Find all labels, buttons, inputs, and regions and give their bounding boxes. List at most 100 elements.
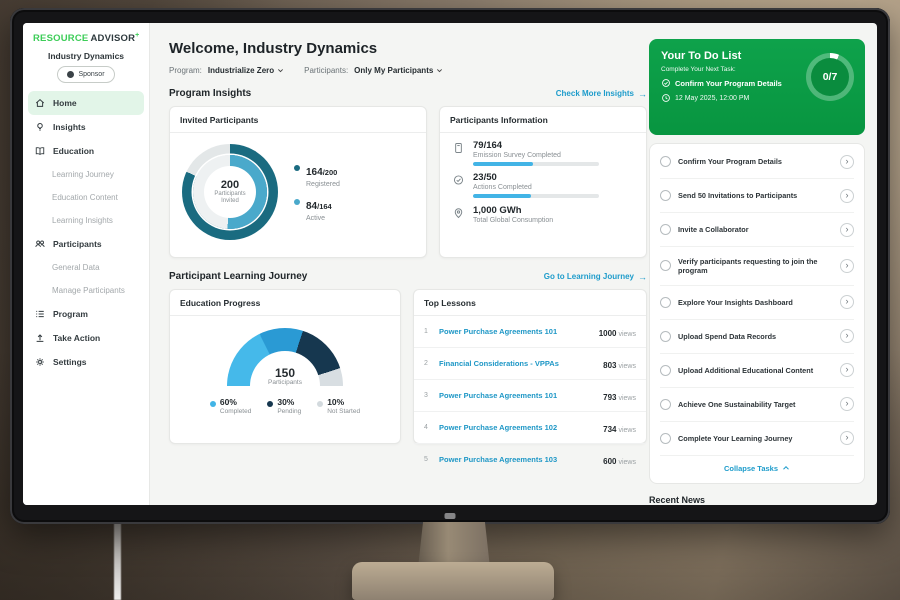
sponsor-badge[interactable]: Sponsor (57, 66, 115, 84)
actions-progress-fill (473, 194, 531, 198)
sidebar-item-label: Participants (53, 239, 102, 250)
invited-participants-title: Invited Participants (170, 107, 426, 133)
program-filter-value: Industrialize Zero (207, 66, 275, 75)
sidebar-item-home[interactable]: Home (28, 91, 144, 116)
recent-news-title: Recent News (649, 494, 706, 505)
sidebar-item-insights[interactable]: Insights (28, 115, 144, 139)
lesson-link[interactable]: Power Purchase Agreements 103 (439, 455, 558, 464)
task-checkbox[interactable] (660, 190, 671, 201)
task-checkbox[interactable] (660, 398, 671, 410)
lesson-row-2[interactable]: 2 Financial Considerations - VPPAs 803 vi… (414, 348, 646, 380)
task-item-send-invitations[interactable]: Send 50 Invitations to Participants › (660, 179, 854, 213)
lesson-link[interactable]: Power Purchase Agreements 102 (439, 423, 558, 432)
lesson-views-count: 803 (603, 360, 617, 370)
task-item-upload-educational-content[interactable]: Upload Additional Educational Content › (660, 354, 854, 388)
program-filter-select[interactable]: Industrialize Zero (208, 66, 284, 75)
go-to-learning-journey-link[interactable]: Go to Learning Journey → (544, 272, 647, 282)
not-started-label: Not Started (327, 408, 361, 415)
lesson-row-3[interactable]: 3 Power Purchase Agreements 101 793 views (414, 380, 646, 412)
actions-label: Actions Completed (473, 184, 532, 191)
chevron-down-icon (278, 69, 284, 73)
completed-label: Completed (219, 408, 252, 415)
sidebar-item-education-content[interactable]: Education Content (28, 186, 144, 209)
sidebar-item-participants[interactable]: Participants (28, 232, 144, 256)
education-progress-card: Education Progress 150 Participants 6 (169, 289, 401, 444)
gear-icon (34, 356, 46, 368)
task-checkbox[interactable] (660, 260, 671, 272)
task-label: Upload Additional Educational Content (678, 365, 814, 375)
info-row-consumption: 1,000 GWh Total Global Consumption (440, 198, 646, 227)
task-item-invite-collaborator[interactable]: Invite a Collaborator › (660, 213, 854, 247)
sidebar-item-learning-insights[interactable]: Learning Insights (28, 209, 144, 232)
survey-icon (452, 141, 465, 155)
lesson-link[interactable]: Financial Considerations - VPPAs (439, 359, 559, 368)
sidebar-item-program[interactable]: Program (28, 302, 144, 326)
task-checkbox[interactable] (660, 330, 671, 342)
chevron-right-icon[interactable]: › (840, 188, 854, 203)
chevron-right-icon[interactable]: › (840, 431, 854, 446)
education-progress-title: Education Progress (170, 290, 400, 316)
task-item-verify-participants[interactable]: Verify participants requesting to join t… (660, 247, 854, 286)
task-checkbox[interactable] (660, 364, 671, 376)
task-label: Upload Spend Data Records (678, 331, 777, 341)
todo-progress-value: 0/7 (822, 71, 838, 83)
chevron-right-icon[interactable]: › (840, 222, 854, 237)
people-icon (34, 238, 46, 250)
logo-resource: RESOURCE (33, 33, 89, 45)
todo-next-task[interactable]: Confirm Your Program Details (661, 78, 797, 88)
active-label: Active (306, 215, 326, 222)
filter-bar: Program: Industrialize Zero Participants… (169, 66, 647, 75)
sidebar-item-learning-journey[interactable]: Learning Journey (28, 163, 144, 186)
top-lessons-title: Top Lessons (414, 290, 646, 316)
chevron-right-icon[interactable]: › (840, 258, 854, 273)
todo-progress-ring: 0/7 (806, 53, 854, 101)
collapse-tasks-button[interactable]: Collapse Tasks (660, 456, 854, 482)
task-checkbox[interactable] (660, 432, 671, 444)
donut-legend: 164/200 Registered 84/164 Active (294, 154, 340, 230)
todo-subtitle: Complete Your Next Task: (661, 66, 736, 73)
sponsor-icon (67, 71, 75, 79)
todo-due-label: 12 May 2025, 12:00 PM (675, 94, 750, 102)
sidebar-item-label: Program (53, 309, 88, 320)
chevron-right-icon[interactable]: › (840, 295, 854, 310)
org-name: Industry Dynamics (47, 51, 125, 62)
app-logo: RESOURCE ADVISOR+ (23, 32, 149, 44)
chevron-right-icon[interactable]: › (840, 154, 854, 169)
sidebar-item-settings[interactable]: Settings (28, 350, 144, 374)
sidebar-item-general-data[interactable]: General Data (28, 256, 144, 279)
task-label: Achieve One Sustainability Target (678, 399, 796, 409)
lesson-row-1[interactable]: 1 Power Purchase Agreements 101 1000 view… (414, 316, 646, 348)
task-item-achieve-target[interactable]: Achieve One Sustainability Target › (660, 388, 854, 422)
lesson-link[interactable]: Power Purchase Agreements 101 (439, 391, 558, 400)
check-more-insights-link[interactable]: Check More Insights → (556, 89, 647, 99)
task-item-confirm-program[interactable]: Confirm Your Program Details › (660, 145, 854, 179)
lesson-link[interactable]: Power Purchase Agreements 101 (439, 327, 558, 336)
sidebar-item-label: Settings (53, 357, 87, 368)
sidebar-item-manage-participants[interactable]: Manage Participants (28, 279, 144, 302)
chevron-right-icon[interactable]: › (840, 363, 854, 378)
task-item-explore-insights[interactable]: Explore Your Insights Dashboard › (660, 286, 854, 320)
chevron-right-icon[interactable]: › (840, 397, 854, 412)
todo-due: 12 May 2025, 12:00 PM (661, 93, 853, 103)
go-to-learning-journey-label: Go to Learning Journey (543, 272, 634, 281)
task-item-upload-spend-data[interactable]: Upload Spend Data Records › (660, 320, 854, 354)
lesson-row-5[interactable]: 5 Power Purchase Agreements 103 600 views (414, 444, 646, 475)
legend-item-active: 84/164 Active (294, 196, 340, 222)
todo-card: Your To Do List Complete Your Next Task:… (649, 39, 865, 135)
sponsor-badge-label: Sponsor (78, 71, 105, 79)
page-title: Welcome, Industry Dynamics (169, 40, 378, 57)
monitor: RESOURCE ADVISOR+ Industry Dynamics Spons… (10, 8, 890, 524)
sidebar-item-take-action[interactable]: Take Action (28, 326, 144, 350)
legend-item-completed: 60% Completed (209, 397, 252, 415)
task-checkbox[interactable] (660, 224, 671, 235)
task-checkbox[interactable] (660, 296, 671, 308)
participants-filter-select[interactable]: Only My Participants (354, 66, 443, 75)
lesson-row-4[interactable]: 4 Power Purchase Agreements 102 734 views (414, 412, 646, 444)
task-checkbox[interactable] (660, 156, 671, 167)
legend-dot-registered (294, 165, 300, 171)
consumption-value: 1,000 GWh (473, 204, 522, 216)
task-item-complete-learning-journey[interactable]: Complete Your Learning Journey › (660, 422, 854, 456)
sidebar-item-education[interactable]: Education (28, 139, 144, 163)
chevron-right-icon[interactable]: › (840, 329, 854, 344)
